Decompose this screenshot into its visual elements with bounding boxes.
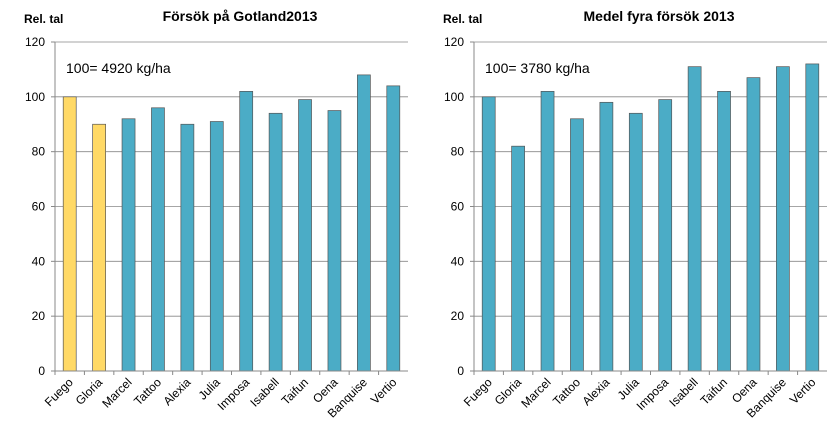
x-tick-label: Alexia [160, 375, 193, 408]
x-tick-label: Fuego [42, 375, 76, 409]
x-tick-label: Vertio [787, 375, 819, 407]
bar [298, 99, 312, 372]
y-axis-label: Rel. tal [443, 12, 482, 26]
x-tick-label: Imposa [215, 375, 253, 413]
y-tick-label: 80 [32, 145, 46, 159]
y-tick-label: 40 [451, 254, 465, 268]
bar [746, 77, 761, 372]
chart-title: Försök på Gotland2013 [163, 8, 318, 24]
bar [599, 101, 614, 372]
x-tick-label: Tattoo [131, 375, 164, 408]
bar [687, 66, 702, 372]
bar [327, 110, 342, 372]
y-tick-label: 0 [457, 364, 464, 378]
bar [481, 96, 496, 372]
bar [658, 99, 673, 372]
x-tick-label: Imposa [634, 375, 672, 413]
x-tick-label: Vertio [368, 375, 400, 407]
annotation: 100= 4920 kg/ha [66, 60, 171, 76]
bar [511, 145, 525, 372]
bar [151, 107, 165, 372]
x-tick-label: Marcel [518, 375, 553, 410]
bar [386, 85, 401, 372]
x-tick-label: Fuego [461, 375, 495, 409]
x-tick-label: Tattoo [550, 375, 583, 408]
chart-title: Medel fyra försök 2013 [584, 8, 735, 24]
x-tick-label: Taifun [279, 375, 312, 408]
y-tick-label: 120 [25, 35, 45, 49]
bar [268, 112, 283, 372]
x-tick-label: Isabell [666, 375, 700, 409]
bar [180, 123, 195, 372]
y-tick-label: 100 [25, 90, 45, 104]
bar [776, 66, 790, 372]
bar [92, 123, 106, 372]
bar [570, 118, 584, 372]
y-tick-label: 20 [451, 309, 465, 323]
y-tick-label: 60 [32, 200, 46, 214]
x-tick-label: Marcel [99, 375, 134, 410]
bar [121, 118, 136, 372]
y-axis-label: Rel. tal [24, 12, 63, 26]
y-tick-label: 100 [444, 90, 464, 104]
x-tick-label: Isabell [247, 375, 281, 409]
bar [357, 74, 371, 372]
bar [62, 96, 77, 372]
chart: Medel fyra försök 2013 Rel. tal 0 20 40 60 80 1… [443, 8, 827, 421]
x-tick-label: Taifun [698, 375, 731, 408]
y-tick-label: 0 [38, 364, 45, 378]
y-tick-label: 20 [32, 309, 46, 323]
bar [239, 90, 254, 372]
y-tick-label: 60 [451, 200, 465, 214]
bar [805, 63, 820, 372]
bar [209, 121, 224, 372]
bar [628, 112, 643, 372]
y-tick-label: 40 [32, 254, 46, 268]
bar [717, 90, 731, 372]
chart: Försök på Gotland2013 Rel. tal 0 20 40 60 80 10… [24, 8, 408, 421]
y-tick-label: 80 [451, 145, 465, 159]
annotation: 100= 3780 kg/ha [485, 60, 590, 76]
bar [540, 90, 555, 372]
y-tick-label: 120 [444, 35, 464, 49]
x-tick-label: Alexia [579, 375, 612, 408]
